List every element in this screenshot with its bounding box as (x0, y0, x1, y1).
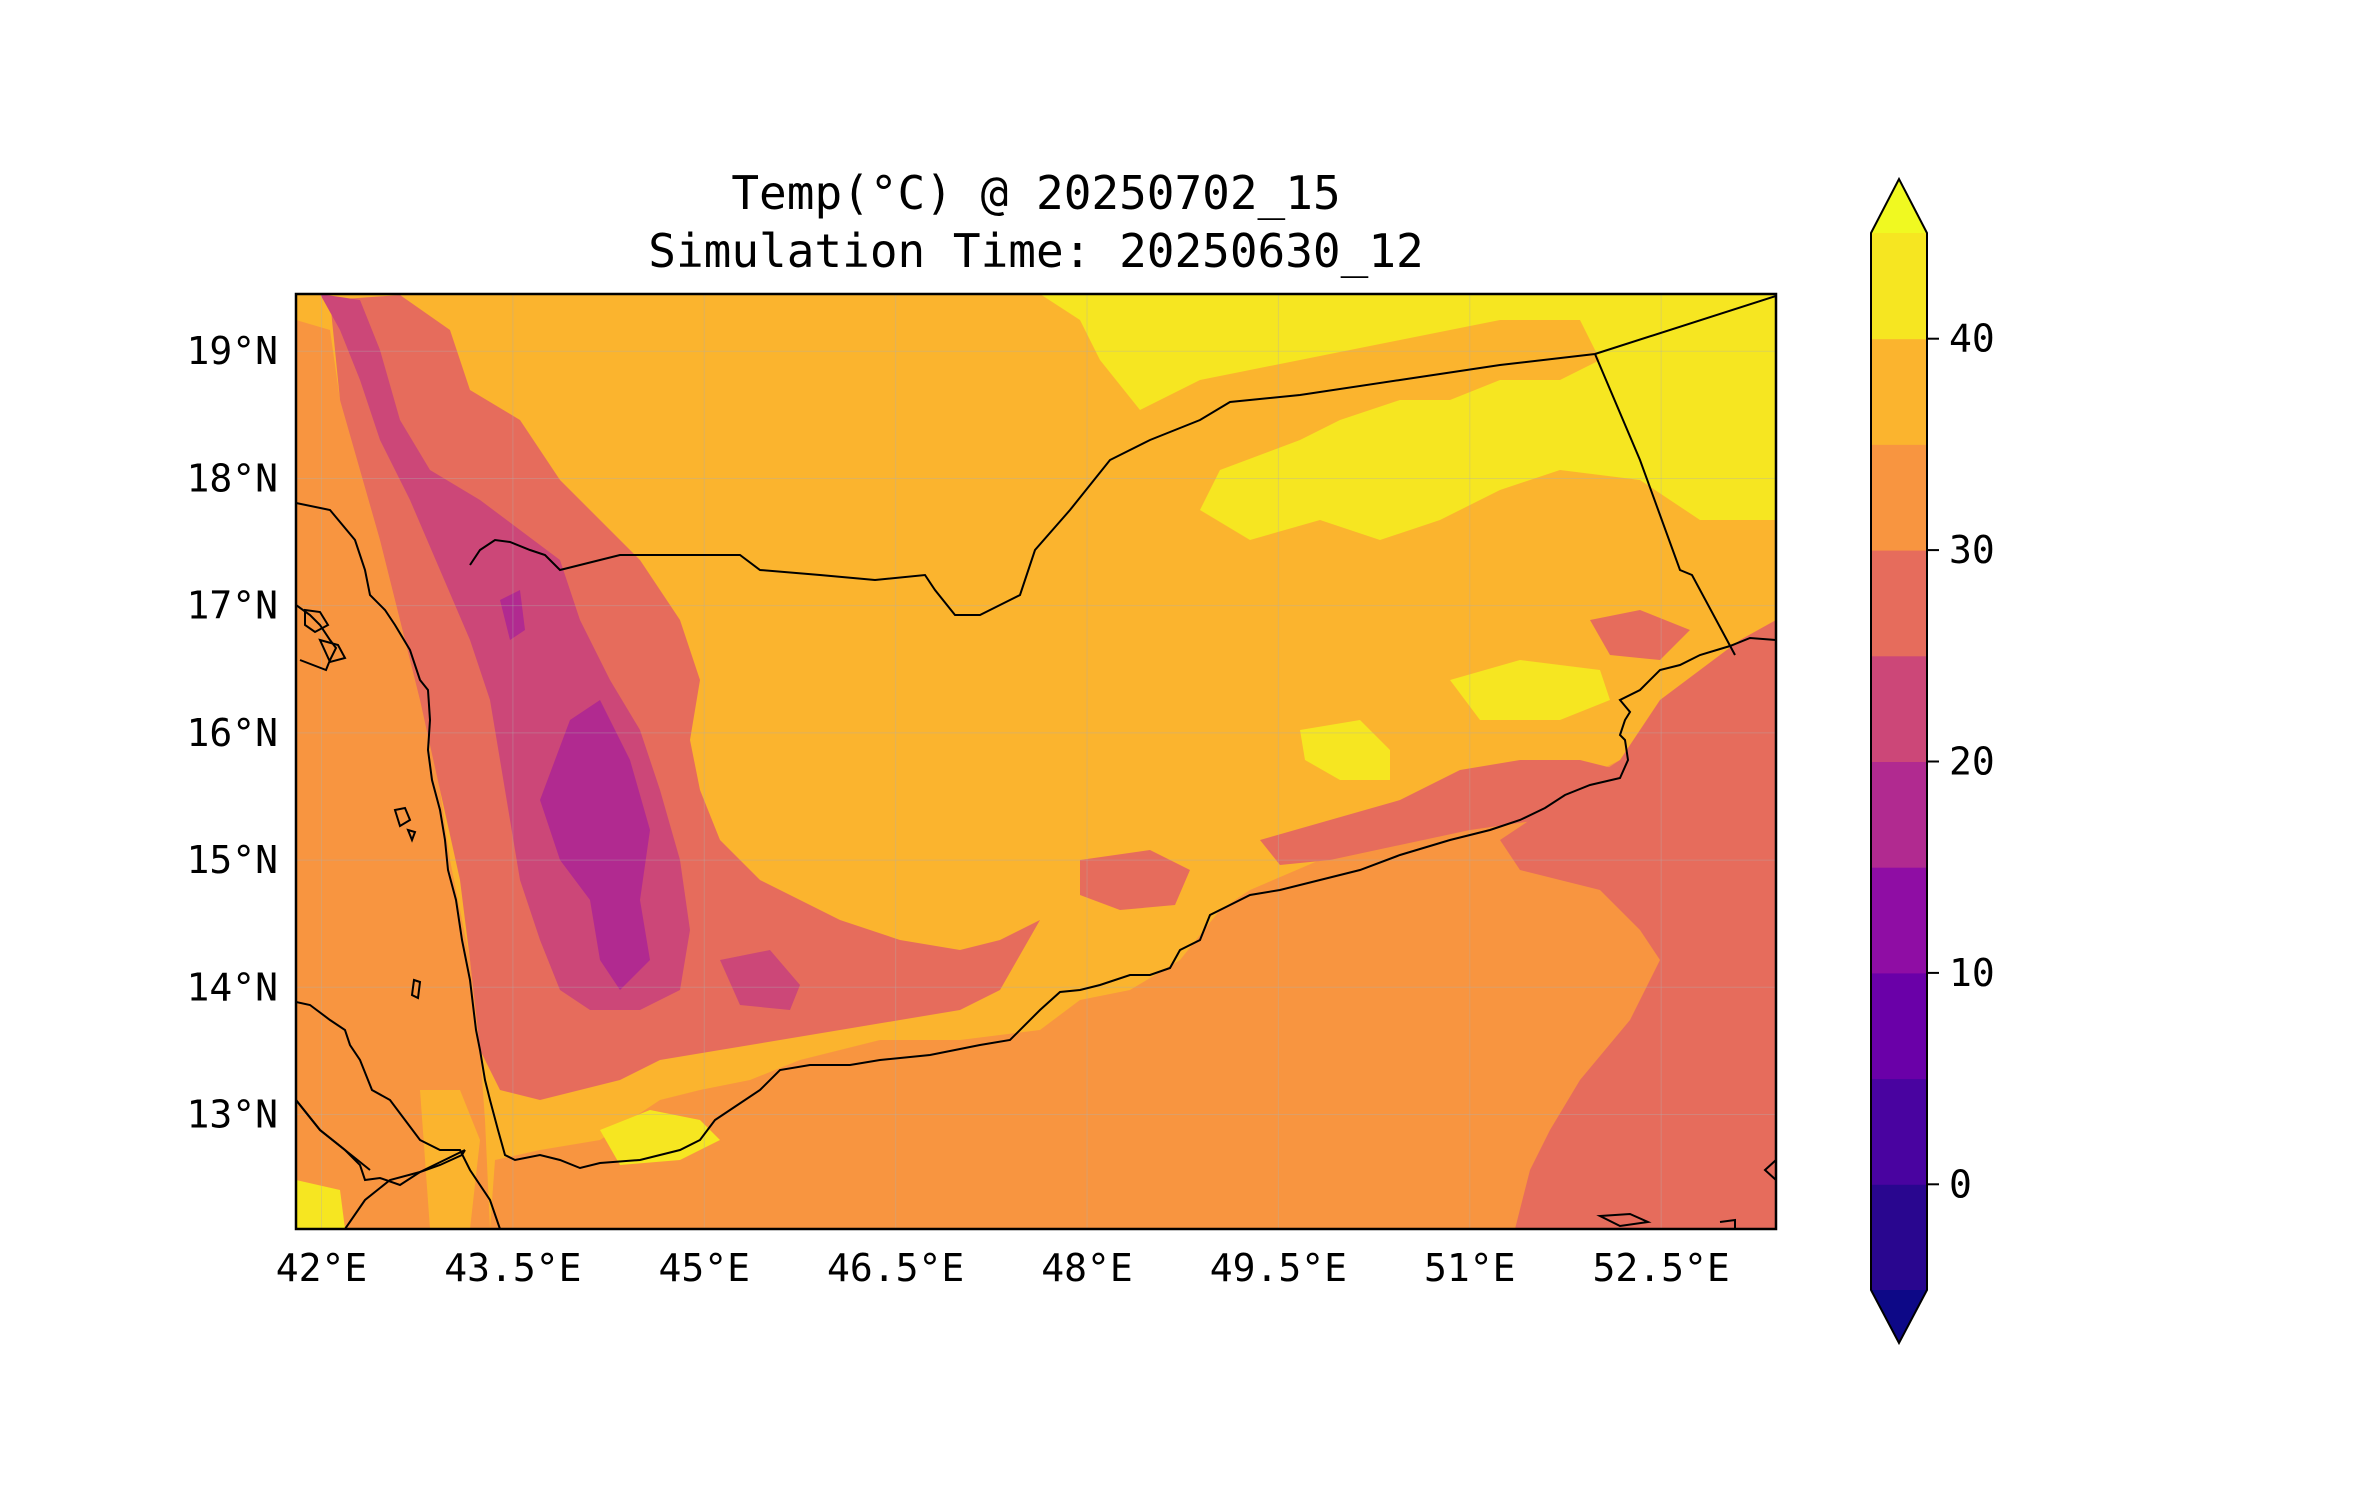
lon-tick-label-0: 42°E (276, 1246, 368, 1290)
colorbar-segment-3 (1871, 867, 1927, 974)
coastline-arabia (296, 502, 1776, 1170)
temperature-contours (296, 294, 1776, 1229)
contour-25-30-highlands (330, 295, 1040, 1100)
lon-tick-label-2: 45°E (659, 1246, 751, 1290)
contour-25-30-east-ridge (1260, 760, 1620, 865)
lat-tick-label-3: 16°N (186, 711, 278, 755)
colorbar-segment-5 (1871, 655, 1927, 762)
plot-title-line-1: Temp(°C) @ 20250702_15 (731, 166, 1341, 220)
islands-farasan (393, 806, 417, 843)
lat-tick-label-4: 17°N (186, 584, 278, 628)
colorbar-segment-6 (1871, 550, 1927, 657)
colorbar-tick-label-4: 40 (1949, 317, 1995, 361)
lat-tick-label-1: 14°N (186, 965, 278, 1009)
colorbar-segment-1 (1871, 1078, 1927, 1185)
colorbar-over-arrow (1871, 179, 1927, 233)
contour-25-30-arabian-sea (1500, 620, 1776, 1229)
contour-25-30-mahra (1590, 610, 1690, 660)
border-yemen-oman (1594, 353, 1736, 656)
colorbar-segments (1871, 233, 1927, 1291)
island-abd-al-kuri (1719, 1218, 1736, 1229)
island-socotra-west (1596, 1212, 1652, 1228)
border-yemen-saudi (469, 353, 1596, 616)
lat-tick-label-5: 18°N (186, 456, 278, 500)
lon-tick-label-5: 49.5°E (1210, 1246, 1347, 1290)
colorbar-tick-label-1: 10 (1949, 951, 1995, 995)
plot-title-line-2: Simulation Time: 20250630_12 (648, 224, 1424, 278)
island-kamaran (410, 978, 422, 1000)
lon-tick-label-7: 52.5°E (1593, 1246, 1730, 1290)
border-ethiopia (296, 1099, 371, 1171)
contour-30-35-gulf (490, 660, 1776, 1229)
contour-15-20-core (540, 700, 650, 990)
gridlines (296, 294, 1776, 1229)
colorbar-segment-0 (1871, 1184, 1927, 1291)
colorbar-tick-label-3: 30 (1949, 528, 1995, 572)
colorbar-segment-2 (1871, 972, 1927, 1080)
colorbar-segment-4 (1871, 761, 1927, 868)
contour-40-plus-hadramawt (1300, 720, 1390, 780)
colorbar-outline (1870, 176, 1928, 1346)
contour-40-plus-aden (600, 1110, 720, 1165)
border-eritrea-djibouti (344, 1149, 466, 1229)
latitude-ticks: 13°N 14°N 15°N 16°N 17°N 18°N 19°N (186, 329, 278, 1136)
lon-tick-label-1: 43.5°E (444, 1246, 581, 1290)
border-saudi-oman (1594, 295, 1776, 355)
colorbar-under-arrow (1871, 1290, 1927, 1343)
island-east (1763, 1159, 1776, 1181)
contour-40-plus-djibouti (296, 1180, 345, 1229)
contour-40-plus-northeast (1040, 294, 1776, 540)
contour-20-25-south (720, 950, 800, 1010)
lat-tick-label-0: 13°N (186, 1093, 278, 1137)
contour-30-35-red-sea (296, 320, 490, 1229)
contour-25-30-hadramawt (1080, 850, 1190, 910)
lat-tick-label-6: 19°N (186, 329, 278, 373)
colorbar: 0 10 20 30 40 (1870, 176, 1995, 1346)
lon-tick-label-4: 48°E (1041, 1246, 1133, 1290)
colorbar-ticks: 0 10 20 30 40 (1927, 317, 1995, 1206)
map-axes: 42°E 43.5°E 45°E 46.5°E 48°E 49.5°E 51°E 52.5°E… (186, 292, 1778, 1290)
colorbar-tick-label-0: 0 (1949, 1162, 1972, 1206)
colorbar-segment-8 (1871, 338, 1927, 445)
colorbar-segment-7 (1871, 444, 1927, 551)
longitude-ticks: 42°E 43.5°E 45°E 46.5°E 48°E 49.5°E 51°E 52.5°E (276, 1246, 1730, 1290)
boundaries (296, 295, 1776, 1229)
lon-tick-label-3: 46.5°E (827, 1246, 964, 1290)
colorbar-segment-9 (1871, 233, 1927, 340)
lon-tick-label-6: 51°E (1424, 1246, 1516, 1290)
lat-tick-label-2: 15°N (186, 838, 278, 882)
contour-15-20-tip (500, 590, 525, 640)
map-frame (294, 292, 1778, 1231)
colorbar-tick-label-2: 20 (1949, 740, 1995, 784)
island-dahlak (304, 608, 347, 664)
contour-40-plus-east-interior (1450, 660, 1610, 720)
